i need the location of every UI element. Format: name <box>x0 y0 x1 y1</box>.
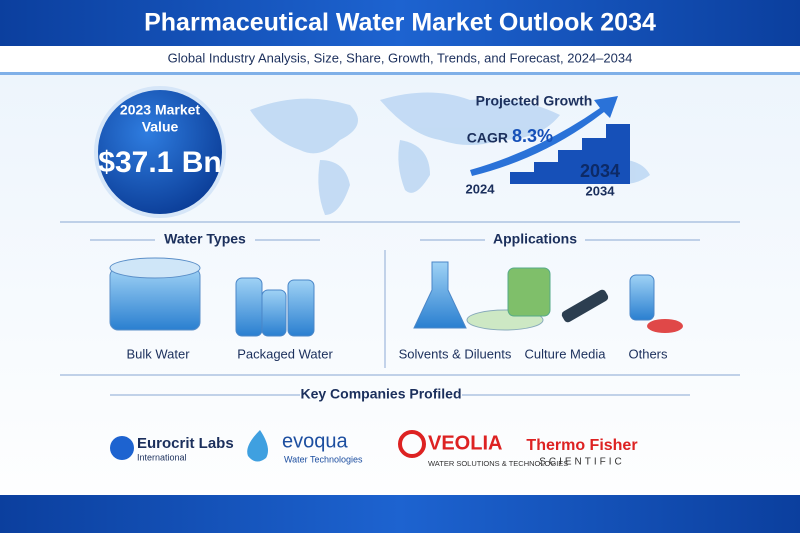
cagr-value: 8.3% <box>512 126 553 146</box>
subtitle: Global Industry Analysis, Size, Share, G… <box>168 50 633 65</box>
step <box>606 124 630 184</box>
bottle <box>287 279 315 337</box>
section-title: Applications <box>493 231 577 247</box>
step <box>582 138 606 184</box>
bottle <box>261 289 287 337</box>
step <box>510 172 534 184</box>
highlight-year: 2034 <box>580 161 620 181</box>
growth-title: Projected Growth <box>476 93 593 109</box>
header-rule <box>0 72 800 75</box>
logo-name: Eurocrit Labs <box>137 435 234 452</box>
logo-mark <box>110 436 134 460</box>
continent <box>318 160 350 215</box>
market-value: $37.1 Bn <box>98 146 221 179</box>
tank-illustration <box>109 257 201 331</box>
logo-name: VEOLIA <box>428 432 502 454</box>
logo-mark <box>247 430 268 462</box>
continent <box>398 140 430 193</box>
item-label: Others <box>628 346 668 361</box>
bottle <box>235 277 263 337</box>
item-label: Solvents & Diluents <box>399 346 512 361</box>
title: Pharmaceutical Water Market Outlook 2034 <box>144 9 656 37</box>
spray-bottle <box>629 274 655 321</box>
market-label: 2023 Market <box>120 102 201 118</box>
jar <box>507 267 551 317</box>
continent <box>250 98 358 154</box>
logo-name: evoqua <box>282 430 348 452</box>
continent <box>380 92 560 145</box>
step <box>534 162 558 184</box>
item-label: Bulk Water <box>126 346 190 361</box>
tank-top <box>109 257 201 279</box>
growth-steps <box>510 124 630 184</box>
logo-sub: WATER SOLUTIONS & TECHNOLOGIES <box>428 459 568 468</box>
item-label: Packaged Water <box>237 346 333 361</box>
logo-mark <box>398 430 426 458</box>
step <box>558 150 582 184</box>
value-circle <box>94 86 226 218</box>
brush <box>561 289 609 323</box>
growth-arrow <box>470 96 618 176</box>
footer-band <box>0 495 800 533</box>
item-label: Culture Media <box>525 346 607 361</box>
subtitle-band <box>0 46 800 72</box>
header-band <box>0 0 800 46</box>
world-map <box>250 92 650 215</box>
cagr-label: CAGR <box>467 130 508 146</box>
bottles-illustration <box>235 277 315 337</box>
flask <box>413 261 467 329</box>
logo-name: Thermo Fisher <box>526 437 637 454</box>
logo-sub: Water Technologies <box>284 454 363 464</box>
logo-sub: SCIENTIFIC <box>539 457 625 468</box>
end-year: 2034 <box>586 183 616 198</box>
pill <box>647 319 683 333</box>
section-title: Key Companies Profiled <box>300 386 461 402</box>
section-title: Water Types <box>164 231 246 247</box>
start-year: 2024 <box>466 181 496 196</box>
market-label: Value <box>142 119 179 135</box>
logo-sub: International <box>137 452 187 462</box>
